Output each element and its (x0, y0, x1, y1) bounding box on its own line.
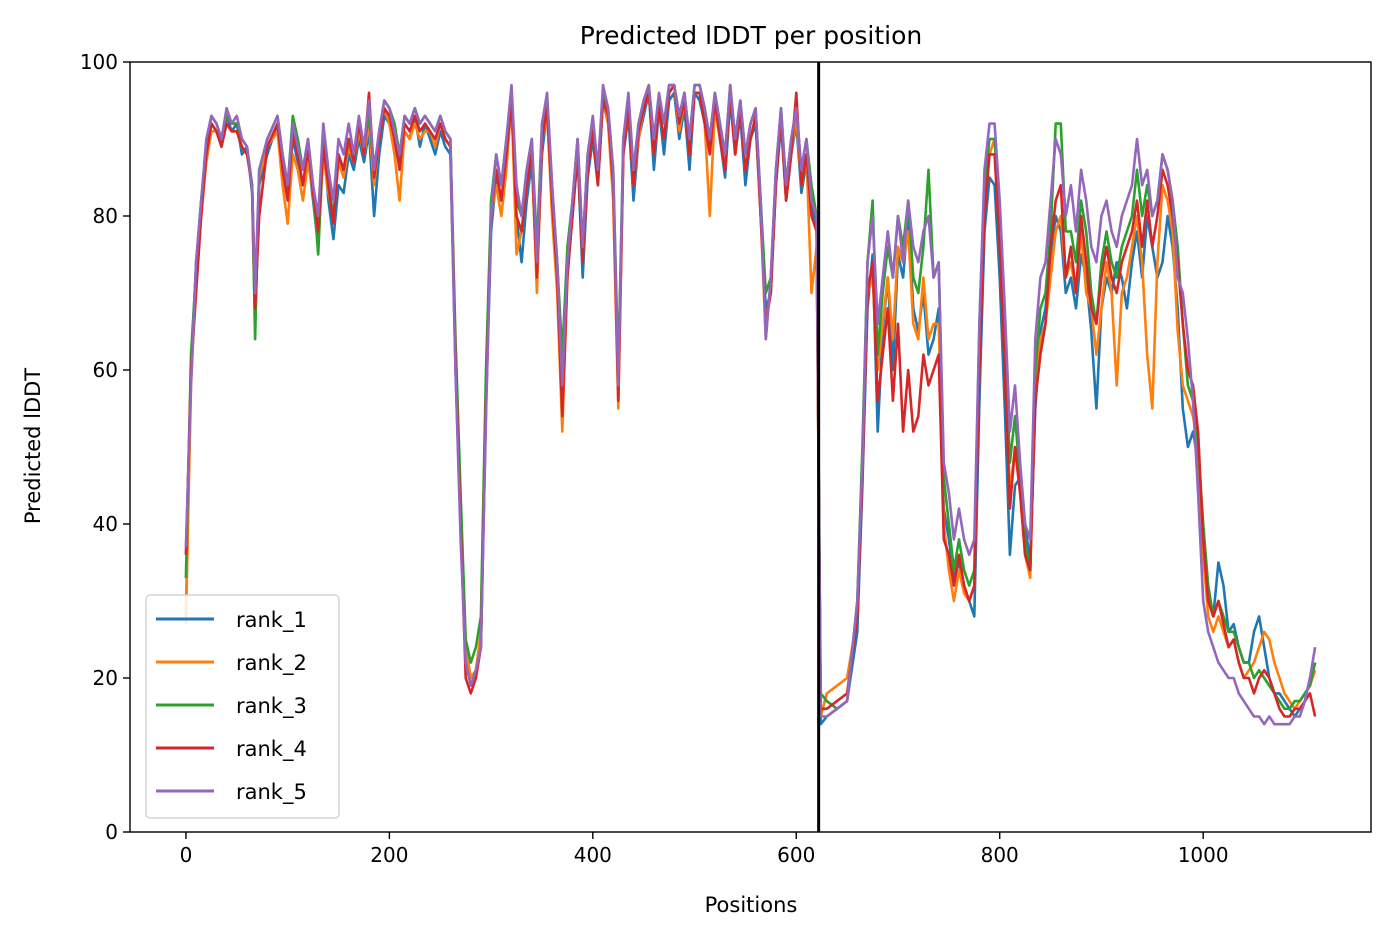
y-tick-label: 40 (93, 512, 118, 536)
x-tick-label: 1000 (1178, 843, 1229, 867)
y-tick-label: 100 (80, 50, 118, 74)
legend-label-rank-3: rank_3 (236, 694, 307, 719)
x-axis-ticks: 0 200 400 600 800 1000 (180, 832, 1229, 867)
x-tick-label: 0 (180, 843, 193, 867)
x-axis-label: Positions (705, 893, 798, 917)
y-tick-label: 80 (93, 204, 118, 228)
x-tick-label: 800 (981, 843, 1019, 867)
legend-box (145, 594, 340, 819)
legend-label-rank-1: rank_1 (236, 608, 307, 633)
y-tick-label: 60 (93, 358, 118, 382)
plot-area-frame (129, 61, 1372, 833)
y-tick-label: 0 (105, 820, 118, 844)
y-axis-ticks: 0 20 40 60 80 100 (80, 50, 130, 844)
series-line-rank-5 (184, 83, 1317, 726)
y-tick-label: 20 (93, 666, 118, 690)
y-axis-label: Predicted lDDT (21, 368, 45, 524)
legend-label-rank-5: rank_5 (236, 780, 307, 805)
series-line-rank-1 (184, 91, 1317, 726)
legend-label-rank-4: rank_4 (236, 737, 307, 762)
legend-label-rank-2: rank_2 (236, 651, 307, 676)
x-tick-label: 600 (777, 843, 815, 867)
x-tick-label: 200 (370, 843, 408, 867)
chart-title: Predicted lDDT per position (580, 21, 922, 50)
legend: rank_1 rank_2 rank_3 rank_4 rank_5 (145, 594, 340, 819)
x-tick-label: 400 (574, 843, 612, 867)
series-layer (184, 83, 1317, 726)
